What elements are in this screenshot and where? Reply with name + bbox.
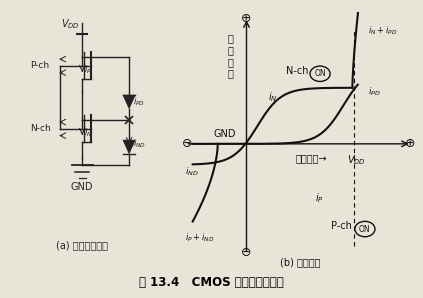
- Text: $i_{PD}$: $i_{PD}$: [132, 95, 145, 108]
- Text: P-ch: P-ch: [331, 221, 352, 231]
- Text: ⊖: ⊖: [182, 137, 192, 150]
- Text: 图 13.4   CMOS 器件的输出特性: 图 13.4 CMOS 器件的输出特性: [139, 276, 284, 289]
- Text: 输出电压→: 输出电压→: [295, 153, 327, 164]
- Text: $i_P+i_{ND}$: $i_P+i_{ND}$: [185, 231, 215, 243]
- Text: $i_P$: $i_P$: [84, 64, 92, 76]
- Text: $i_N$: $i_N$: [268, 90, 277, 104]
- Text: ON: ON: [314, 69, 326, 78]
- Text: ⊕: ⊕: [241, 12, 252, 25]
- Text: (b) 输出特性: (b) 输出特性: [280, 257, 321, 267]
- Text: $i_{PD}$: $i_{PD}$: [368, 85, 381, 98]
- Text: $V_{DD}$: $V_{DD}$: [61, 18, 80, 32]
- Text: N-ch: N-ch: [286, 66, 308, 76]
- Text: $V_{DD}$: $V_{DD}$: [346, 153, 365, 167]
- Text: 输
出
电
流: 输 出 电 流: [228, 33, 233, 78]
- Text: $i_N+i_{PD}$: $i_N+i_{PD}$: [368, 25, 397, 38]
- Text: ⊕: ⊕: [404, 137, 415, 150]
- Text: ON: ON: [359, 224, 371, 234]
- Text: GND: GND: [214, 129, 236, 139]
- Text: P-ch: P-ch: [30, 61, 49, 70]
- Text: ⊖: ⊖: [241, 246, 252, 259]
- Text: N-ch: N-ch: [30, 124, 51, 133]
- Text: $i_{ND}$: $i_{ND}$: [132, 138, 146, 150]
- Text: (a) 输出等效电路: (a) 输出等效电路: [56, 240, 108, 250]
- Text: $i_P$: $i_P$: [315, 192, 324, 205]
- Text: $i_N$: $i_N$: [84, 127, 93, 139]
- Text: GND: GND: [70, 181, 93, 192]
- Text: $i_{ND}$: $i_{ND}$: [185, 165, 199, 178]
- Polygon shape: [123, 140, 135, 153]
- Polygon shape: [123, 95, 135, 108]
